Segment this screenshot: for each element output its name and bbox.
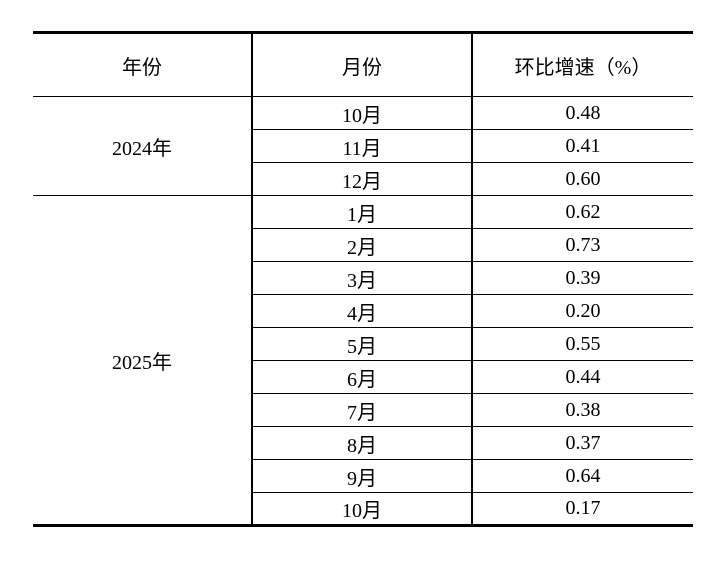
month-cell: 9月 — [251, 459, 472, 493]
month-cell: 3月 — [251, 261, 472, 295]
month-cell: 12月 — [251, 162, 472, 196]
month-cell: 8月 — [251, 426, 472, 460]
column-header-month: 月份 — [251, 32, 472, 97]
year-cell-2024: 2024年 — [33, 96, 252, 196]
table-row: 10月 0.17 — [33, 492, 693, 526]
value-cell: 0.37 — [471, 426, 693, 460]
value-cell: 0.41 — [471, 129, 693, 163]
table-row: 3月 0.39 — [33, 261, 693, 295]
month-cell: 10月 — [251, 96, 472, 130]
table-row: 5月 0.55 — [33, 327, 693, 361]
value-cell: 0.39 — [471, 261, 693, 295]
month-cell: 11月 — [251, 129, 472, 163]
table-row: 11月 0.41 — [33, 129, 693, 163]
table-header-row: 年份 月份 环比增速（%） — [33, 32, 693, 97]
month-cell: 5月 — [251, 327, 472, 361]
table-row: 2025年 1月 0.62 — [33, 195, 693, 526]
value-cell: 0.20 — [471, 294, 693, 328]
table-row: 12月 0.60 — [33, 162, 693, 196]
table-row: 2024年 10月 0.48 — [33, 96, 693, 196]
column-header-growth: 环比增速（%） — [471, 32, 693, 97]
value-cell: 0.17 — [471, 492, 693, 526]
value-cell: 0.38 — [471, 393, 693, 427]
value-cell: 0.48 — [471, 96, 693, 130]
value-cell: 0.60 — [471, 162, 693, 196]
table-row: 4月 0.20 — [33, 294, 693, 328]
table-row: 6月 0.44 — [33, 360, 693, 394]
table-row: 8月 0.37 — [33, 426, 693, 460]
month-cell: 4月 — [251, 294, 472, 328]
table-row: 9月 0.64 — [33, 459, 693, 493]
value-cell: 0.64 — [471, 459, 693, 493]
value-cell: 0.62 — [471, 195, 693, 229]
value-cell: 0.73 — [471, 228, 693, 262]
month-cell: 6月 — [251, 360, 472, 394]
column-header-year: 年份 — [33, 32, 252, 97]
table-row: 2月 0.73 — [33, 228, 693, 262]
table-row: 7月 0.38 — [33, 393, 693, 427]
month-cell: 2月 — [251, 228, 472, 262]
month-cell: 1月 — [251, 195, 472, 229]
month-cell: 10月 — [251, 492, 472, 526]
value-cell: 0.55 — [471, 327, 693, 361]
year-cell-2025: 2025年 — [33, 195, 252, 526]
growth-rate-table: 年份 月份 环比增速（%） 2024年 10月 0.48 11月 0.41 12… — [33, 31, 693, 527]
value-cell: 0.44 — [471, 360, 693, 394]
month-cell: 7月 — [251, 393, 472, 427]
